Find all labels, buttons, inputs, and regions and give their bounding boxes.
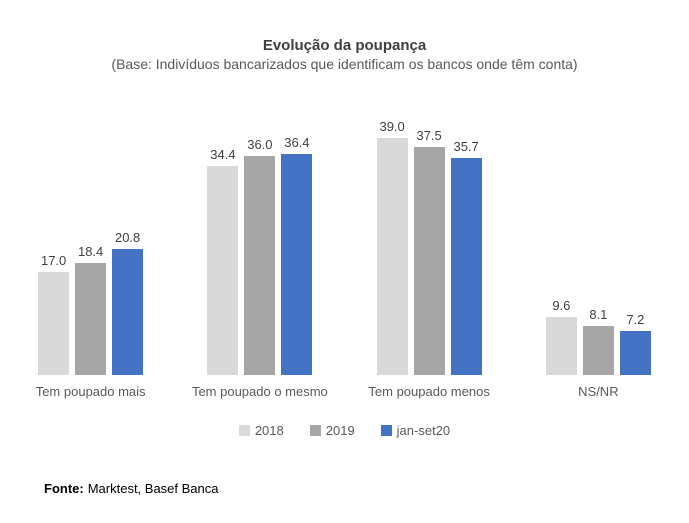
bar-value-label: 35.7	[453, 138, 479, 154]
bar-value-label: 7.2	[626, 312, 645, 328]
source-note: Fonte: Marktest, Basef Banca	[44, 481, 219, 496]
bar-jan-set20: 35.7	[450, 139, 482, 375]
category-group: 34.4 36.0 36.4 Tem poupado o mesmo	[175, 100, 344, 399]
category-label: Tem poupado mais	[35, 384, 146, 399]
bar-value-label: 20.8	[114, 229, 141, 245]
bar-value-label: 36.0	[247, 137, 273, 153]
legend-swatch	[238, 425, 250, 436]
category-label: Tem poupado o mesmo	[191, 384, 328, 399]
chart-title: Evolução da poupança	[262, 37, 427, 54]
legend-item-2019: 2019	[309, 423, 355, 438]
bar-2018: 9.6	[545, 298, 577, 375]
bar-group: 34.4 36.0 36.4	[207, 100, 313, 375]
bar-2019: 37.5	[413, 128, 445, 375]
bar-jan-set20: 36.4	[281, 135, 313, 375]
legend-label: 2018	[254, 423, 284, 438]
bar-2019: 36.0	[244, 137, 276, 375]
bar-value-label: 17.0	[40, 252, 67, 268]
category-group: 17.0 18.4 20.8 Tem poupado mais	[6, 100, 175, 399]
source-label: Fonte:	[44, 481, 84, 496]
legend-swatch	[380, 425, 392, 436]
chart-subtitle: (Base: Indivíduos bancarizados que ident…	[111, 56, 578, 72]
bar-jan-set20: 20.8	[112, 230, 144, 375]
bar-2018: 34.4	[207, 147, 239, 375]
category-group: 39.0 37.5 35.7 Tem poupado menos	[345, 100, 514, 399]
legend-label: 2019	[325, 423, 355, 438]
legend-item-2018: 2018	[238, 423, 284, 438]
category-label: Tem poupado menos	[368, 384, 490, 399]
chart-legend: 2018 2019 jan-set20	[0, 423, 689, 438]
bar-2018: 39.0	[376, 119, 408, 375]
bar-value-label: 34.4	[210, 146, 236, 162]
legend-swatch	[309, 425, 321, 436]
bar-group: 17.0 18.4 20.8	[38, 100, 144, 375]
bar-2019: 18.4	[75, 244, 107, 375]
source-text: Marktest, Basef Banca	[87, 481, 219, 496]
legend-item-jan-set20: jan-set20	[380, 423, 451, 438]
bar-value-label: 36.4	[284, 134, 310, 150]
bar-value-label: 18.4	[77, 244, 104, 260]
category-label: NS/NR	[578, 384, 619, 399]
bar-jan-set20: 7.2	[619, 312, 651, 375]
bar-value-label: 37.5	[416, 128, 442, 143]
bar-value-label: 9.6	[552, 297, 571, 313]
bar-value-label: 8.1	[589, 306, 608, 322]
bar-2018: 17.0	[38, 253, 70, 375]
bar-value-label: 39.0	[379, 118, 405, 134]
bar-chart-plot-area: 17.0 18.4 20.8 Tem poupado mais 34.4 36.0 36.4…	[0, 100, 689, 399]
bar-group: 9.6 8.1 7.2	[545, 100, 651, 375]
category-group: 9.6 8.1 7.2 NS/NR	[514, 100, 683, 399]
bar-group: 39.0 37.5 35.7	[376, 100, 482, 375]
bar-2019: 8.1	[582, 307, 614, 375]
legend-label: jan-set20	[396, 423, 451, 438]
